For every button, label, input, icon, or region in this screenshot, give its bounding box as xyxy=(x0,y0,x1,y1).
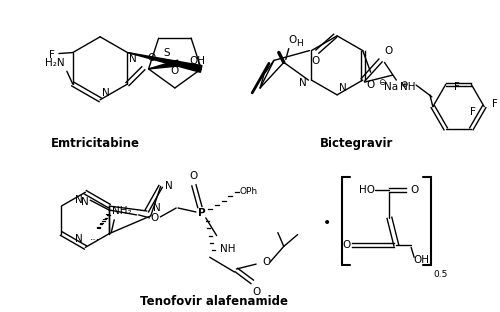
Text: O: O xyxy=(171,66,179,76)
Text: O: O xyxy=(288,35,297,45)
Text: Bictegravir: Bictegravir xyxy=(320,137,394,150)
Text: N: N xyxy=(82,197,89,207)
Text: P: P xyxy=(198,208,205,218)
Text: OH: OH xyxy=(189,56,205,66)
Text: Tenofovir alafenamide: Tenofovir alafenamide xyxy=(140,295,288,308)
Text: F: F xyxy=(470,107,476,117)
Text: H: H xyxy=(296,39,302,48)
Text: O: O xyxy=(384,46,392,56)
Text: O: O xyxy=(311,56,320,66)
Text: S: S xyxy=(164,48,170,58)
Text: N: N xyxy=(130,54,137,64)
Text: O: O xyxy=(342,241,351,251)
Text: N: N xyxy=(339,83,347,93)
Text: N: N xyxy=(299,78,306,88)
Text: O: O xyxy=(262,257,270,267)
Text: H₂N: H₂N xyxy=(45,58,65,68)
Text: Na: Na xyxy=(384,82,398,92)
Text: F: F xyxy=(49,50,55,60)
Text: Emtricitabine: Emtricitabine xyxy=(50,137,140,150)
Text: ⊖: ⊖ xyxy=(378,78,386,87)
Text: O: O xyxy=(147,53,156,63)
Text: ⊕: ⊕ xyxy=(400,80,408,89)
Text: O: O xyxy=(190,172,198,182)
Text: HO: HO xyxy=(359,185,375,195)
Text: NH: NH xyxy=(220,244,235,254)
Text: F: F xyxy=(492,99,498,109)
Text: O: O xyxy=(410,185,418,195)
Text: OH: OH xyxy=(413,255,429,265)
Text: 0.5: 0.5 xyxy=(434,270,448,279)
Text: O: O xyxy=(366,80,375,90)
Polygon shape xyxy=(128,52,202,72)
Text: N: N xyxy=(102,88,110,98)
Text: N: N xyxy=(164,181,172,191)
Polygon shape xyxy=(148,60,179,69)
Text: ...: ... xyxy=(90,232,101,241)
Text: •: • xyxy=(323,216,332,230)
Text: N: N xyxy=(74,234,82,244)
Text: NH: NH xyxy=(400,82,416,92)
Text: N: N xyxy=(152,203,160,213)
Text: F: F xyxy=(454,82,460,92)
Text: N: N xyxy=(74,195,82,205)
Text: O: O xyxy=(252,287,260,297)
Text: OPh: OPh xyxy=(240,187,258,196)
Text: O: O xyxy=(150,213,158,223)
Text: NH₂: NH₂ xyxy=(112,206,132,216)
